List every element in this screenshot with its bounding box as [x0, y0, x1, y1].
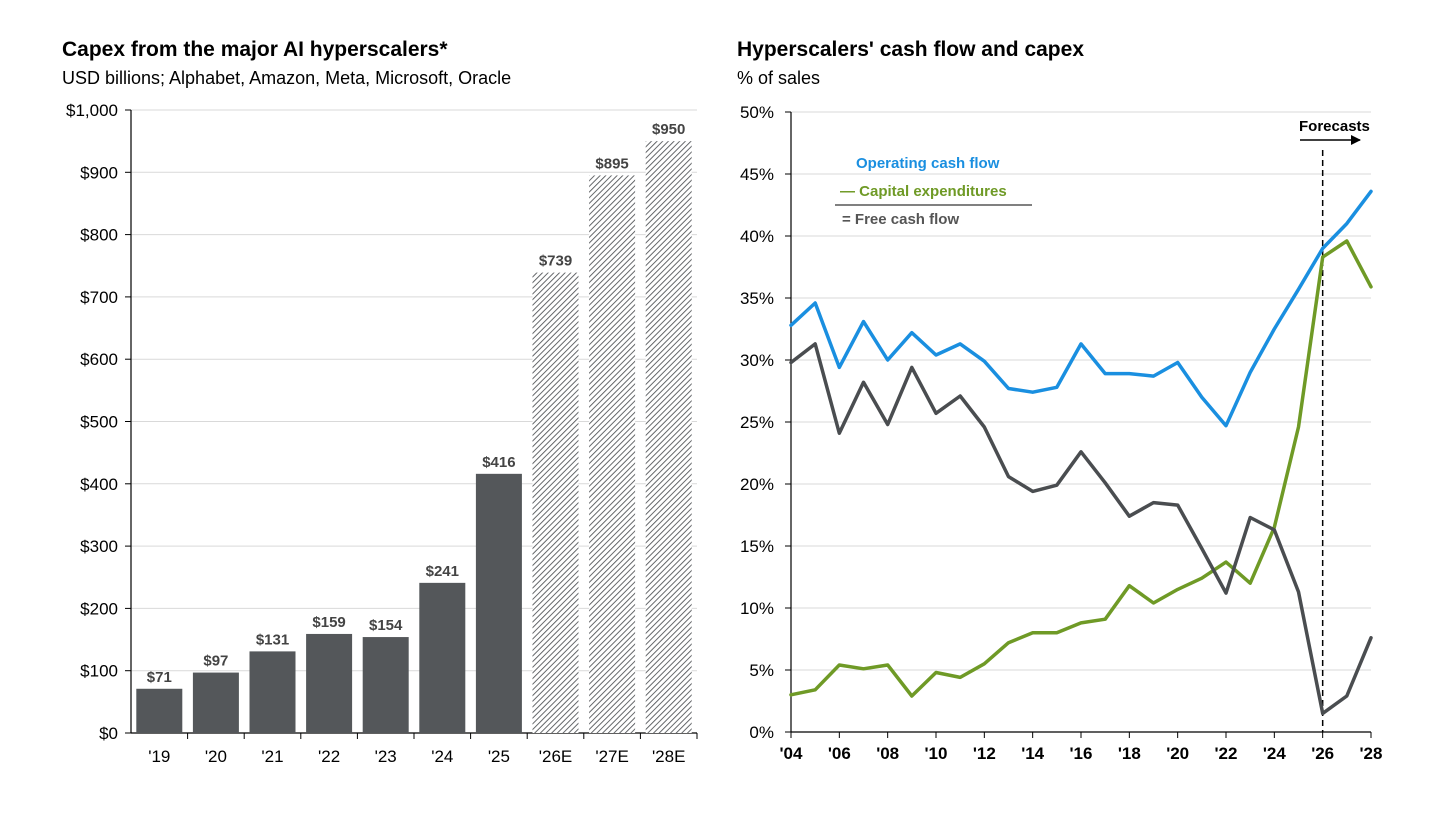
legend-operating-cash-flow: Operating cash flow [856, 155, 1000, 172]
legend-free-cash-flow: = Free cash flow [842, 211, 959, 228]
y-tick-label: 0% [749, 723, 774, 742]
bar-chart-title: Capex from the major AI hyperscalers* [62, 38, 448, 61]
y-tick-label: $0 [99, 724, 118, 743]
y-tick-label: $900 [80, 163, 118, 182]
x-tick-label: '28 [1360, 744, 1383, 763]
y-tick-label: $400 [80, 475, 118, 494]
y-tick-label: 50% [740, 103, 774, 122]
x-tick-label: '14 [1021, 744, 1044, 763]
y-tick-label: 30% [740, 351, 774, 370]
bar-value-label: $739 [539, 253, 572, 270]
bar [532, 272, 579, 733]
forecast-label: Forecasts [1299, 118, 1370, 135]
bar [306, 633, 353, 733]
bar-value-label: $71 [147, 669, 172, 686]
y-tick-label: 35% [740, 289, 774, 308]
y-tick-label: $100 [80, 662, 118, 681]
bar-value-label: $895 [595, 155, 628, 172]
y-tick-label: $700 [80, 288, 118, 307]
series-line-ocf [789, 189, 1373, 428]
x-tick-label: '25 [488, 747, 510, 766]
x-tick-label: '23 [375, 747, 397, 766]
y-tick-label: $800 [80, 226, 118, 245]
x-tick-label: '26 [1311, 744, 1334, 763]
bar [475, 473, 522, 733]
bar-value-label: $241 [426, 563, 459, 580]
bar-value-label: $97 [203, 653, 228, 670]
y-tick-label: $200 [80, 599, 118, 618]
bar [249, 651, 296, 733]
bar [192, 672, 239, 733]
y-tick-label: $500 [80, 413, 118, 432]
x-tick-label: '19 [148, 747, 170, 766]
bar-value-label: $416 [482, 454, 515, 471]
legend-capital-expenditures: — Capital expenditures [840, 183, 1007, 200]
bar [645, 141, 692, 733]
bar [589, 175, 636, 734]
x-tick-label: '22 [1215, 744, 1238, 763]
y-tick-label: 15% [740, 537, 774, 556]
x-tick-label: '26E [539, 747, 573, 766]
y-tick-label: 40% [740, 227, 774, 246]
y-tick-label: 20% [740, 475, 774, 494]
x-tick-label: '21 [261, 747, 283, 766]
y-tick-label: 25% [740, 413, 774, 432]
x-tick-label: '16 [1070, 744, 1093, 763]
y-tick-label: 5% [749, 661, 774, 680]
bar-value-label: $159 [312, 614, 345, 631]
x-tick-label: '10 [925, 744, 948, 763]
x-tick-label: '08 [876, 744, 899, 763]
cashflow-line-chart: 0% 5% 10% 15% 20% 25% 30% 35% 40% 45% 50% '04 '06 '08… [740, 103, 1383, 763]
y-tick-label: 45% [740, 165, 774, 184]
x-tick-label: '04 [780, 744, 803, 763]
x-tick-label: '18 [1118, 744, 1141, 763]
x-tick-label: '06 [828, 744, 851, 763]
capex-bar-chart: $0 $100 $200 $300 $400 $500 $600 $700 $800 $900 $1… [66, 101, 698, 766]
series-line-capex [789, 239, 1373, 698]
bar [362, 637, 409, 733]
x-tick-label: '28E [652, 747, 686, 766]
bar [136, 688, 183, 733]
bar-value-label: $131 [256, 631, 289, 648]
x-tick-label: '12 [973, 744, 996, 763]
series-line-fcf [789, 342, 1373, 716]
y-tick-label: 10% [740, 599, 774, 618]
x-tick-label: '20 [1166, 744, 1189, 763]
bar-value-label: $154 [369, 617, 403, 634]
x-tick-label: '20 [205, 747, 227, 766]
x-tick-label: '24 [431, 747, 453, 766]
x-tick-label: '22 [318, 747, 340, 766]
line-chart-title: Hyperscalers' cash flow and capex [737, 38, 1084, 61]
bar-value-label: $950 [652, 121, 685, 138]
bar [419, 582, 466, 733]
y-tick-label: $300 [80, 537, 118, 556]
y-tick-label: $600 [80, 350, 118, 369]
x-tick-label: '24 [1263, 744, 1286, 763]
line-chart-subtitle: % of sales [737, 68, 821, 88]
y-tick-label: $1,000 [66, 101, 118, 120]
x-tick-label: '27E [595, 747, 629, 766]
bar-chart-subtitle: USD billions; Alphabet, Amazon, Meta, Mi… [62, 68, 512, 88]
